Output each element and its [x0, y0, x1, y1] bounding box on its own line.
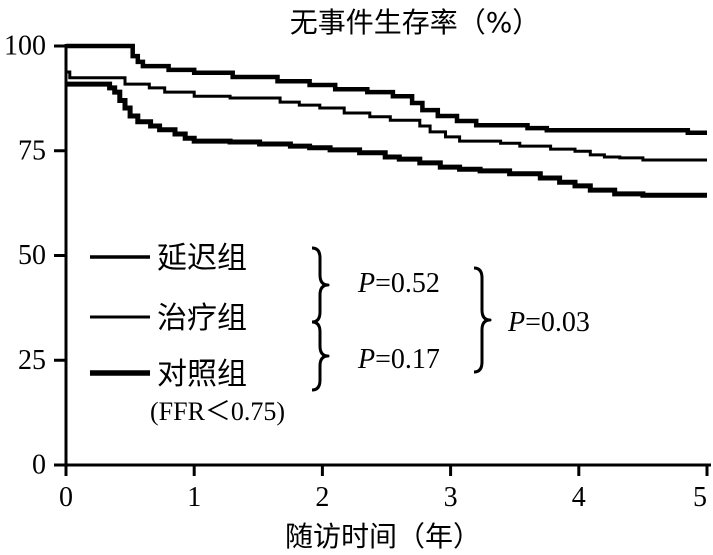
- y-tick-label-0: 0: [32, 450, 46, 481]
- series-line-2: [66, 70, 707, 162]
- series-line-1: [66, 43, 707, 135]
- p-value-3-symbol: P: [507, 307, 525, 338]
- legend-label-3: 对照组: [157, 357, 247, 392]
- legend-note: (FFR＜0.75): [150, 397, 285, 426]
- x-tick-label-0: 0: [59, 482, 73, 513]
- chart-title: 无事件生存率（%）: [290, 6, 541, 39]
- y-tick-label-4: 100: [4, 31, 46, 62]
- p-value-3-number: =0.03: [525, 307, 590, 338]
- legend-item-2: 治疗组: [90, 301, 247, 336]
- legend-label-2: 治疗组: [157, 301, 247, 336]
- x-tick-label-4: 4: [572, 482, 586, 513]
- legend-item-1: 延迟组: [90, 241, 247, 276]
- x-tick-label-1: 1: [187, 482, 201, 513]
- legend-label-1: 延迟组: [157, 241, 247, 276]
- p-value-1-number: =0.52: [375, 268, 440, 299]
- x-tick-label-2: 2: [315, 482, 329, 513]
- p-value-2: P=0.17: [357, 344, 440, 375]
- p-value-1-symbol: P: [357, 268, 375, 299]
- p-value-3: P=0.03: [507, 307, 590, 338]
- p-value-2-symbol: P: [357, 344, 375, 375]
- brace-3: [473, 266, 492, 374]
- legend-item-3: 对照组: [90, 357, 247, 392]
- x-axis-label: 随访时间（年）: [285, 520, 481, 553]
- y-tick-label-3: 75: [18, 135, 46, 166]
- p-value-2-number: =0.17: [375, 344, 440, 375]
- series-line-3: [66, 81, 707, 198]
- x-tick-label-3: 3: [444, 482, 458, 513]
- brace-1: [311, 246, 330, 324]
- brace-2: [311, 320, 330, 392]
- y-tick-label-1: 25: [18, 345, 46, 376]
- p-value-1: P=0.52: [357, 268, 440, 299]
- x-tick-label-5: 5: [693, 482, 707, 513]
- y-tick-label-2: 50: [18, 240, 46, 271]
- legend: 延迟组 治疗组 对照组 (FFR＜0.75): [90, 241, 285, 426]
